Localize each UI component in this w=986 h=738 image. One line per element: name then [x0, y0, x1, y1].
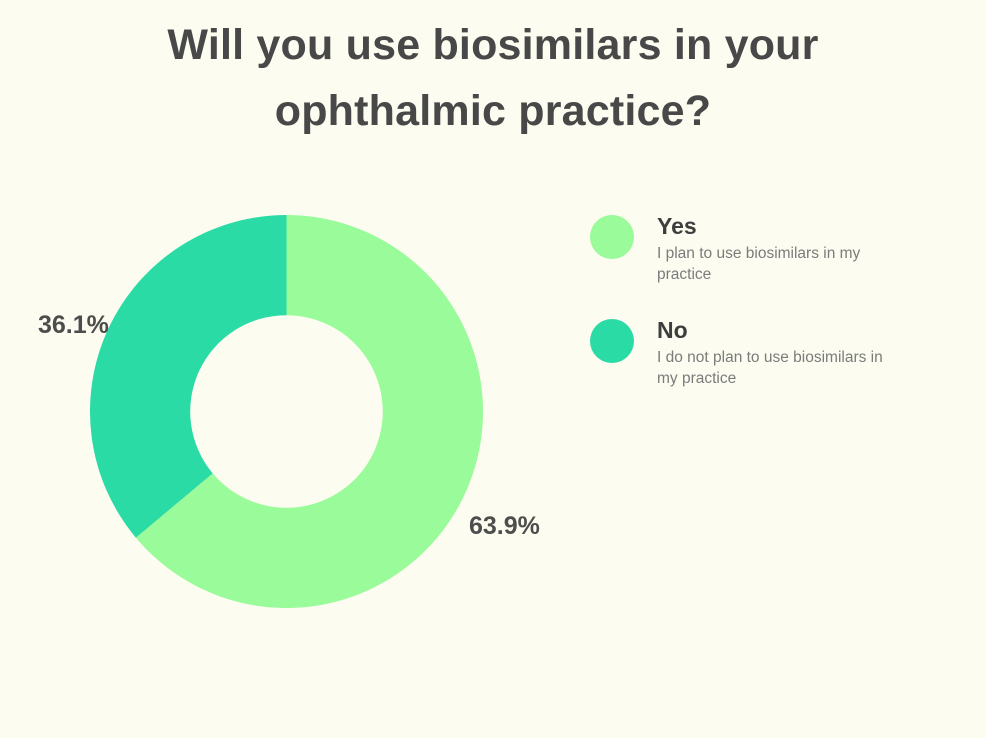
legend-item-yes: Yes I plan to use biosimilars in my prac… [590, 213, 907, 285]
legend-text-no: No I do not plan to use biosimilars in m… [657, 317, 907, 389]
legend-text-yes: Yes I plan to use biosimilars in my prac… [657, 213, 907, 285]
donut-slice-yes [135, 215, 483, 608]
donut-chart-svg [90, 215, 483, 608]
chart-legend: Yes I plan to use biosimilars in my prac… [590, 213, 907, 389]
legend-description-yes: I plan to use biosimilars in my practice [657, 245, 861, 283]
legend-label-no: No [657, 317, 688, 343]
legend-swatch-no [590, 319, 634, 363]
legend-label-yes: Yes [657, 213, 697, 239]
data-label-yes: 63.9% [469, 512, 540, 540]
donut-slice-no [90, 215, 287, 538]
data-label-no: 36.1% [38, 311, 109, 339]
legend-swatch-yes [590, 215, 634, 259]
legend-description-no: I do not plan to use biosimilars in my p… [657, 349, 883, 387]
chart-title: Will you use biosimilars in your ophthal… [167, 21, 819, 135]
legend-item-no: No I do not plan to use biosimilars in m… [590, 317, 907, 389]
